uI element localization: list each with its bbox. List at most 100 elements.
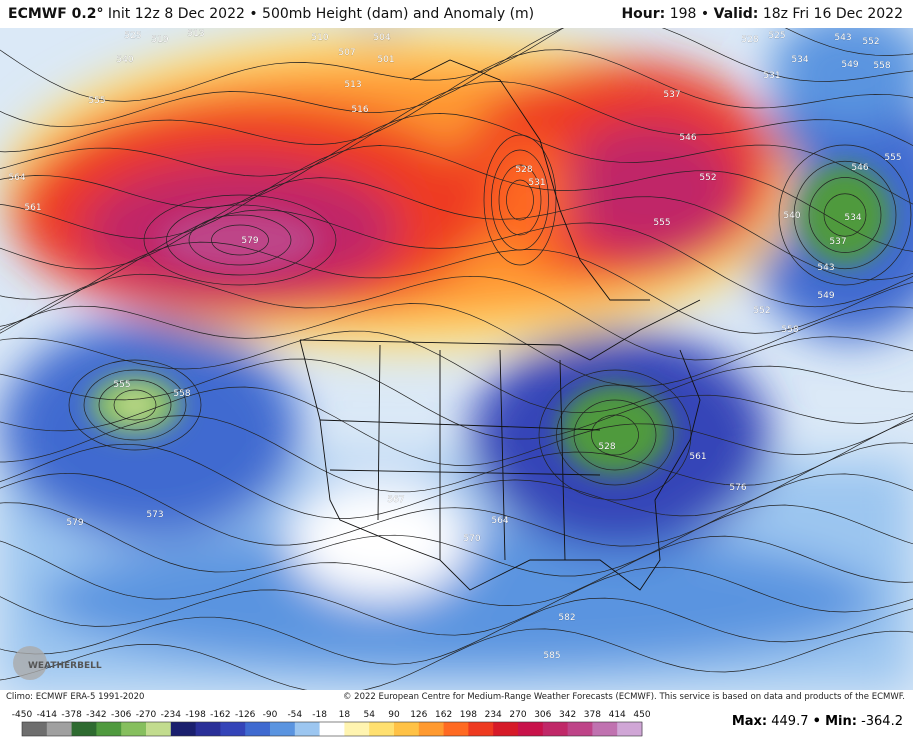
- contour-ring: [778, 144, 912, 286]
- colorbar-label: -198: [185, 710, 206, 720]
- contour-label: 555: [88, 96, 105, 106]
- contour-ring: [483, 134, 557, 266]
- colorbar-label: 270: [509, 710, 526, 720]
- colorbar-swatch: [71, 722, 97, 736]
- contour-label: 573: [146, 510, 163, 520]
- colorbar-label: -90: [263, 710, 278, 720]
- colorbar-label: 234: [485, 710, 502, 720]
- contour-ring: [506, 179, 534, 221]
- map: 555 564 561 579 540 525 519 513 510 507 504 501 513 5…: [0, 28, 913, 690]
- colorbar-label: -270: [136, 710, 157, 720]
- contour-label: 537: [663, 90, 680, 100]
- contour-label: 540: [116, 55, 133, 65]
- colorbar-swatch: [146, 722, 172, 736]
- colorbar-swatch: [567, 722, 593, 736]
- contour-label: 546: [679, 133, 696, 143]
- contour-label: 540: [783, 211, 800, 221]
- colorbar-swatch: [518, 722, 544, 736]
- contour-label: 567: [387, 495, 404, 505]
- contour-ring: [591, 414, 639, 456]
- colorbar-swatch: [418, 722, 445, 736]
- contour-label: 507: [338, 48, 355, 58]
- contour-label: 564: [8, 173, 25, 183]
- colorbar-swatch: [394, 722, 420, 736]
- contour-label: 579: [241, 236, 258, 246]
- contour-ring: [498, 164, 542, 236]
- anomaly-cores: [90, 165, 890, 475]
- header-left: ECMWF 0.2° Init 12z 8 Dec 2022 • 500mb H…: [8, 6, 534, 22]
- contour-line: [0, 472, 913, 547]
- contour-label: 555: [884, 153, 901, 163]
- contour-label: 531: [763, 71, 780, 81]
- contour-label: 531: [528, 178, 545, 188]
- colorbar-swatch: [294, 722, 321, 736]
- colorbar-swatch: [121, 722, 147, 736]
- colorbar-swatch: [369, 722, 395, 736]
- colorbar-label: -378: [61, 710, 82, 720]
- contour-label: 558: [781, 325, 798, 335]
- colorbar-swatch: [617, 722, 643, 736]
- contour-label: 543: [817, 263, 834, 273]
- colorbar-label: -414: [37, 710, 58, 720]
- colorbar-swatch: [493, 722, 519, 736]
- header-right: Hour: 198 • Valid: 18z Fri 16 Dec 2022: [621, 6, 903, 22]
- contour-label: 528: [515, 165, 532, 175]
- colorbar-swatch: [195, 722, 221, 736]
- colorbar-swatch: [220, 722, 246, 736]
- contour-label: 513: [344, 80, 361, 90]
- colorbar-label: -54: [287, 710, 302, 720]
- contour-label: 528: [598, 442, 615, 452]
- colorbar-label: -162: [210, 710, 230, 720]
- contours: [0, 28, 913, 690]
- separator: •: [812, 714, 821, 729]
- contour-line: [0, 330, 913, 414]
- contour-label: 549: [817, 291, 834, 301]
- colorbar-swatch: [542, 722, 569, 736]
- colorbar-label: 18: [339, 710, 351, 720]
- colorbar-swatch: [344, 722, 370, 736]
- contour-label: 513: [187, 29, 204, 39]
- colorbar-swatch: [319, 722, 345, 736]
- colorbar-label: 162: [435, 710, 452, 720]
- contour-line: [0, 502, 913, 577]
- colorbar-label: 378: [584, 710, 601, 720]
- max: 449.7: [771, 714, 809, 729]
- contour-line: [0, 358, 913, 440]
- model: ECMWF 0.2°: [8, 6, 104, 22]
- contour-labels: 555 564 561 579 540 525 519 513 510 507 504 501 513 5…: [8, 29, 902, 662]
- copyright: © 2022 European Centre for Medium-Range …: [342, 692, 905, 702]
- contour-ring: [113, 389, 157, 421]
- contour-ring: [573, 399, 657, 471]
- hour-label: Hour:: [621, 6, 666, 22]
- contour-label: 525: [768, 31, 785, 41]
- contour-label: 543: [834, 33, 851, 43]
- contour-line: [0, 535, 913, 607]
- colorbar-label: 90: [388, 710, 400, 720]
- colorbar-label: 126: [410, 710, 427, 720]
- colorbar-label: -342: [86, 710, 106, 720]
- header: ECMWF 0.2° Init 12z 8 Dec 2022 • 500mb H…: [0, 0, 913, 28]
- climo: Climo: ECMWF ERA-5 1991-2020: [6, 692, 145, 702]
- colorbar-swatch: [468, 722, 494, 736]
- logo: WEATHERBELL: [13, 646, 102, 680]
- contour-label: 585: [543, 651, 560, 661]
- colorbar-swatch: [46, 722, 73, 736]
- contour-line: [0, 628, 913, 690]
- colorbar-label: 342: [559, 710, 576, 720]
- contour-label: 552: [699, 173, 716, 183]
- colorbar-swatch: [592, 722, 618, 736]
- contour-ring: [143, 194, 337, 286]
- contour-label: 561: [689, 452, 706, 462]
- contour-label: 516: [351, 105, 368, 115]
- contour-label: 570: [463, 534, 480, 544]
- contour-ring: [808, 177, 882, 253]
- contour-label: 552: [753, 306, 770, 316]
- contour-label: 555: [113, 380, 130, 390]
- contour-line: [0, 113, 913, 208]
- contour-ring: [166, 204, 314, 276]
- contour-label: 558: [173, 389, 190, 399]
- contour-line: [0, 386, 913, 466]
- colorbar-swatch: [22, 722, 48, 736]
- contour-line: [0, 145, 913, 252]
